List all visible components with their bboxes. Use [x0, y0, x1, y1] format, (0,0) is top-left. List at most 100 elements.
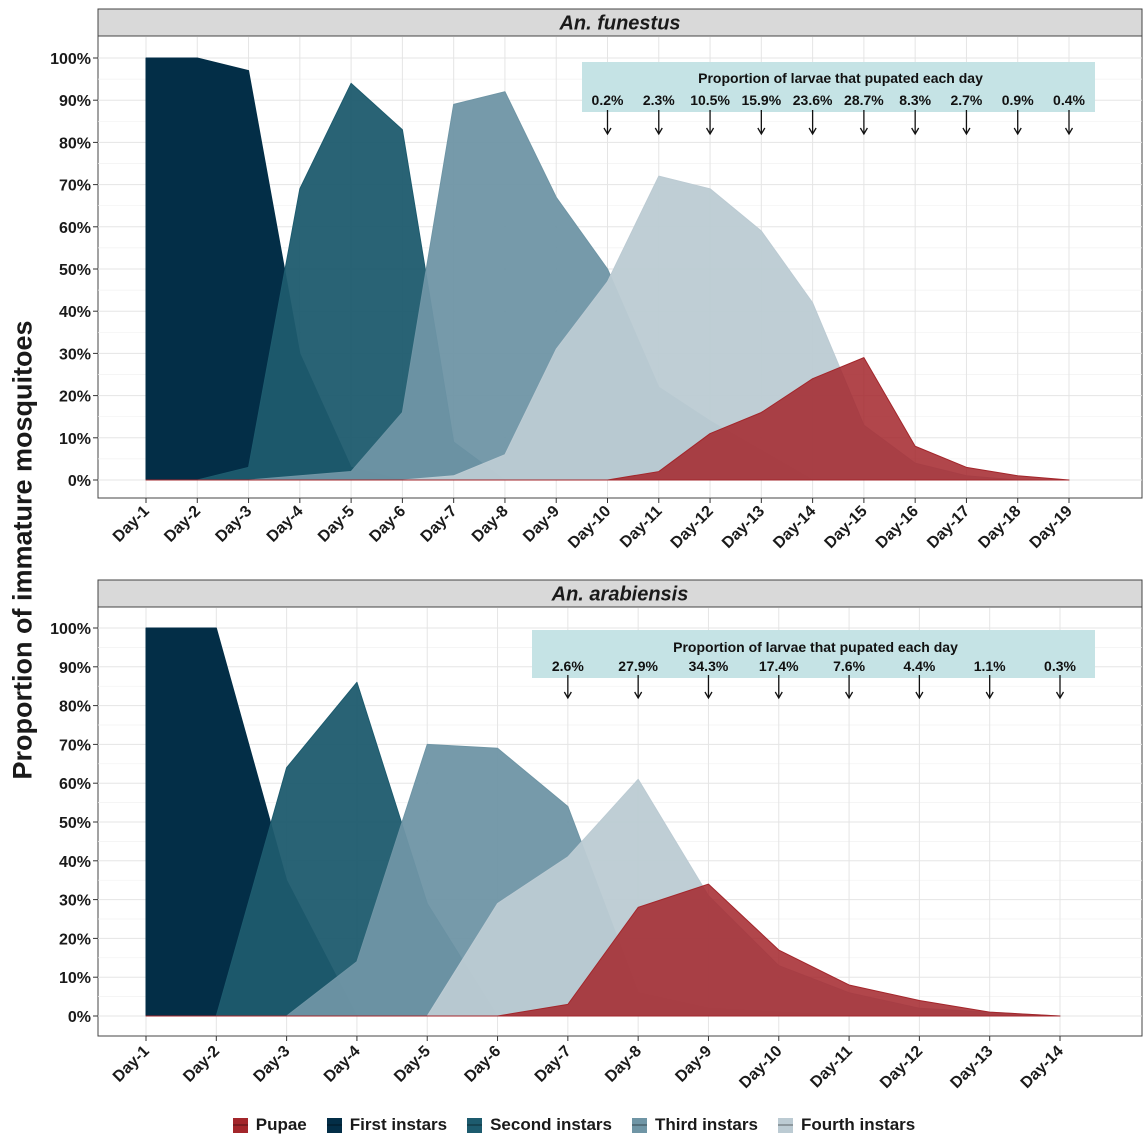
- legend-label-third-instars: Third instars: [654, 1115, 758, 1134]
- pupation-arrow-head: [985, 691, 994, 700]
- y-tick-label: 40%: [59, 854, 91, 871]
- y-tick-label: 50%: [59, 262, 91, 279]
- x-tick-label: Day-5: [315, 503, 358, 546]
- pupation-percent-label: 27.9%: [618, 658, 658, 674]
- pupation-percent-label: 2.6%: [552, 658, 584, 674]
- pupation-percent-label: 17.4%: [759, 658, 799, 674]
- pupation-annotation-title: Proportion of larvae that pupated each d…: [698, 70, 983, 86]
- x-tick-label: Day-7: [532, 1043, 575, 1086]
- x-tick-label: Day-13: [719, 503, 768, 552]
- y-tick-label: 10%: [59, 970, 91, 987]
- x-tick-label: Day-9: [672, 1043, 715, 1086]
- pupation-percent-label: 7.6%: [833, 658, 865, 674]
- x-tick-label: Day-8: [602, 1043, 645, 1086]
- x-tick-label: Day-5: [391, 1043, 434, 1086]
- pupation-arrow-head: [634, 691, 643, 700]
- x-tick-label: Day-2: [180, 1043, 223, 1086]
- facet-strip: [97, 8, 1143, 37]
- legend-key-third-instars: [631, 1117, 647, 1133]
- legend-label-second-instars: Second instars: [490, 1115, 612, 1134]
- pupation-arrow-head: [704, 691, 713, 700]
- pupation-percent-label: 15.9%: [741, 92, 781, 108]
- pupation-arrow-head: [1013, 127, 1022, 136]
- y-tick-label: 30%: [59, 893, 91, 910]
- pupation-percent-label: 0.9%: [1002, 92, 1034, 108]
- legend-key-pupae: [232, 1117, 248, 1133]
- y-tick-label: 10%: [59, 431, 91, 448]
- y-tick-label: 40%: [59, 304, 91, 321]
- legend-label-fourth-instars: Fourth instars: [800, 1115, 916, 1134]
- y-tick-label: 80%: [59, 135, 91, 152]
- pupation-percent-label: 8.3%: [899, 92, 931, 108]
- pupation-annotation-box: [532, 630, 1095, 678]
- pupation-percent-label: 10.5%: [690, 92, 730, 108]
- pupation-arrow-head: [563, 691, 572, 700]
- x-tick-label: Day-1: [110, 503, 153, 546]
- x-tick-label: Day-2: [161, 503, 204, 546]
- y-tick-label: 100%: [50, 621, 91, 638]
- x-tick-label: Day-18: [975, 503, 1024, 552]
- x-tick-label: Day-4: [264, 503, 307, 546]
- pupation-annotation-title: Proportion of larvae that pupated each d…: [673, 639, 958, 655]
- pupation-percent-label: 4.4%: [903, 658, 935, 674]
- x-tick-label: Day-10: [736, 1043, 785, 1092]
- y-tick-label: 60%: [59, 776, 91, 793]
- x-tick-label: Day-7: [418, 503, 461, 546]
- legend-item-fourth-instars: Fourth instars: [777, 1115, 916, 1135]
- pupation-percent-label: 1.1%: [974, 658, 1006, 674]
- pupation-arrow-head: [705, 127, 715, 136]
- pupation-arrow-head: [911, 127, 920, 136]
- legend-item-second-instars: Second instars: [467, 1115, 612, 1135]
- x-tick-label: Day-1: [110, 1043, 153, 1086]
- legend-label-first-instars: First instars: [349, 1115, 448, 1134]
- x-tick-label: Day-9: [520, 503, 563, 546]
- y-tick-label: 60%: [59, 220, 91, 237]
- y-tick-label: 0%: [68, 473, 91, 490]
- pupation-percent-label: 0.3%: [1044, 658, 1076, 674]
- y-tick-label: 70%: [59, 178, 91, 195]
- chart-panel-arabiensis: An. arabiensis 0% 10% 20% 30% 40% 50% 60% 70% 80%…: [50, 579, 1143, 1092]
- x-tick-label: Day-13: [947, 1043, 996, 1092]
- x-tick-label: Day-16: [873, 503, 922, 552]
- y-tick-label: 0%: [68, 1009, 91, 1026]
- legend-item-pupae: Pupae: [232, 1115, 307, 1135]
- x-tick-label: Day-6: [366, 503, 409, 546]
- x-tick-label: Day-19: [1027, 503, 1076, 552]
- pupation-arrow-head: [859, 127, 868, 136]
- x-tick-label: Day-12: [668, 503, 717, 552]
- x-tick-label: Day-15: [822, 503, 871, 552]
- pupation-arrow-head: [808, 127, 817, 136]
- x-tick-label: Day-14: [1018, 1043, 1067, 1092]
- pupation-percent-label: 0.2%: [592, 92, 624, 108]
- pupation-arrow-head: [654, 127, 663, 136]
- pupation-arrow-head: [603, 127, 612, 136]
- x-tick-label: Day-11: [807, 1043, 856, 1092]
- x-tick-label: Day-4: [321, 1043, 364, 1086]
- pupation-arrow-head: [1064, 127, 1074, 136]
- y-tick-label: 30%: [59, 346, 91, 363]
- pupation-arrow-head: [774, 691, 783, 700]
- x-tick-label: Day-6: [462, 1043, 505, 1086]
- x-tick-label: Day-10: [565, 503, 614, 552]
- x-tick-label: Day-3: [213, 503, 256, 546]
- pupation-percent-label: 2.7%: [950, 92, 982, 108]
- y-tick-label: 80%: [59, 699, 91, 716]
- x-tick-label: Day-3: [251, 1043, 294, 1086]
- facet-title: An. funestus: [558, 13, 680, 35]
- y-tick-label: 90%: [59, 93, 91, 110]
- pupation-annotation-box: [582, 62, 1095, 112]
- y-tick-label: 20%: [59, 389, 91, 406]
- x-tick-label: Day-8: [469, 503, 512, 546]
- legend: Pupae First instars Second instars Third…: [0, 1112, 1148, 1138]
- area-series-pupae: [145, 883, 1061, 1017]
- pupation-arrow-head: [845, 691, 854, 700]
- pupation-percent-label: 34.3%: [689, 658, 729, 674]
- pupation-arrow-head: [757, 127, 766, 136]
- y-tick-label: 100%: [50, 51, 91, 68]
- pupation-percent-label: 23.6%: [793, 92, 833, 108]
- facet-strip: [97, 579, 1143, 608]
- x-tick-label: Day-12: [877, 1043, 926, 1092]
- facet-title: An. arabiensis: [551, 584, 689, 606]
- pupation-arrow-head: [962, 127, 971, 136]
- pupation-arrow-head: [1055, 691, 1065, 700]
